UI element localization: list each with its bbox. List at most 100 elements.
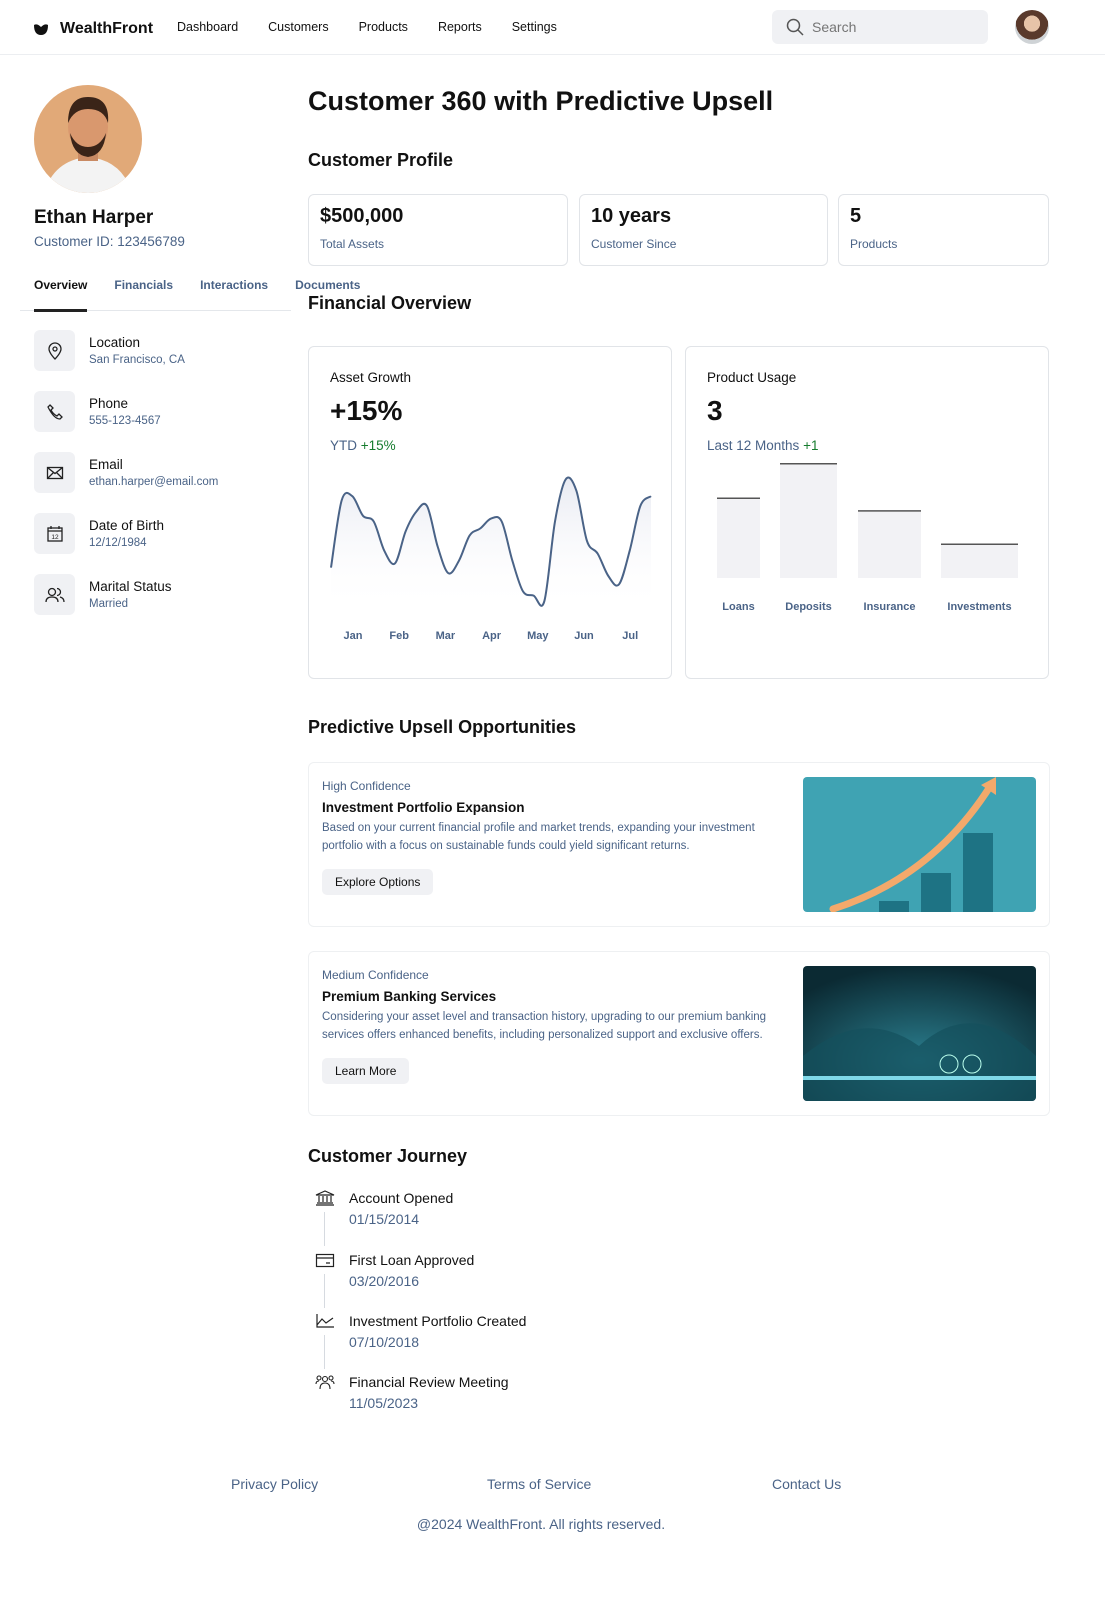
confidence-label: High Confidence	[322, 779, 411, 793]
timeline-line	[324, 1212, 325, 1246]
detail-value: 555-123-4567	[89, 415, 161, 427]
product-usage-sub: Last 12 Months +1	[707, 438, 818, 453]
search-icon	[786, 18, 804, 36]
mail-icon	[46, 466, 63, 479]
bar	[941, 543, 1018, 578]
detail-value: San Francisco, CA	[89, 354, 185, 366]
series-line	[330, 476, 652, 607]
upsell-description: Considering your asset level and transac…	[322, 1011, 767, 1041]
contact-us-link[interactable]: Contact Us	[772, 1476, 842, 1492]
tab-financials[interactable]: Financials	[114, 278, 174, 292]
tab-interactions[interactable]: Interactions	[200, 278, 269, 292]
detail-value: 12/12/1984	[89, 537, 147, 549]
page-title: Customer 360 with Predictive Upsell	[308, 86, 774, 116]
card-title: Product Usage	[707, 370, 797, 385]
nav-dashboard[interactable]: Dashboard	[177, 20, 239, 34]
sub-change: +1	[803, 438, 819, 453]
explore-options-button[interactable]: Explore Options	[322, 869, 434, 895]
top-nav: WealthFront Dashboard Customers Products…	[0, 0, 1105, 55]
category-label: Loans	[722, 601, 754, 613]
detail-label: Date of Birth	[89, 518, 165, 533]
customer-tabs: Overview Financials Interactions Documen…	[20, 278, 360, 312]
journey-title: First Loan Approved	[349, 1252, 475, 1268]
x-tick-label: Apr	[482, 630, 502, 642]
detail-label: Phone	[89, 396, 129, 411]
asset-growth-sub: YTD +15%	[330, 438, 396, 453]
upsell-card: Medium Confidence Premium Banking Servic…	[308, 951, 1050, 1116]
tab-documents[interactable]: Documents	[295, 278, 361, 292]
detail-value: ethan.harper@email.com	[89, 476, 219, 488]
product-usage-card: Product Usage 3 Last 12 Months +1 Loans D…	[685, 346, 1049, 679]
journey-heading: Customer Journey	[308, 1146, 468, 1166]
customer-avatar	[34, 85, 142, 193]
asset-growth-chart: Jan Feb Mar Apr May Jun Jul	[330, 476, 652, 642]
asset-growth-card: Asset Growth +15% YTD +15% Jan Feb Mar Apr M…	[308, 346, 672, 679]
x-tick-label: Jul	[622, 630, 638, 642]
timeline-line	[324, 1274, 325, 1308]
copyright: @2024 WealthFront. All rights reserved.	[416, 1516, 666, 1532]
bar-top	[858, 510, 921, 512]
stat-products: 5 Products	[838, 194, 1049, 266]
bar-top	[717, 497, 760, 499]
product-usage-value: 3	[707, 395, 723, 426]
user-avatar[interactable]	[1015, 10, 1049, 44]
x-tick-label: Jun	[574, 630, 594, 642]
map-pin-icon	[47, 341, 62, 360]
learn-more-button[interactable]: Learn More	[322, 1058, 410, 1084]
stat-value: 10 years	[591, 205, 672, 227]
category-label: Deposits	[785, 601, 831, 613]
customer-id: Customer ID: 123456789	[34, 234, 185, 249]
x-tick-label: May	[527, 630, 549, 642]
overview-heading: Financial Overview	[308, 293, 472, 313]
nav-reports[interactable]: Reports	[437, 20, 482, 34]
search-input[interactable]	[812, 19, 972, 35]
detail-value: Married	[89, 598, 128, 610]
detail-label: Location	[89, 335, 141, 350]
terms-of-service-link[interactable]: Terms of Service	[487, 1476, 592, 1492]
bank-icon	[315, 1190, 335, 1206]
nav-customers[interactable]: Customers	[268, 20, 329, 34]
tab-overview[interactable]: Overview	[34, 278, 88, 312]
bar	[858, 510, 921, 578]
stat-customer-since: 10 years Customer Since	[579, 194, 828, 266]
detail-location: Location San Francisco, CA	[34, 330, 185, 371]
x-tick-label: Mar	[436, 630, 456, 642]
nav-settings[interactable]: Settings	[511, 20, 557, 34]
bar	[717, 497, 760, 578]
users-icon	[315, 1375, 335, 1390]
journey-item: Financial Review Meeting 11/05/2023	[315, 1374, 509, 1411]
detail-phone: Phone 555-123-4567	[34, 391, 161, 432]
stat-value: 5	[850, 205, 862, 227]
upsell-description: Based on your current financial profile …	[322, 822, 755, 852]
phone-icon	[46, 403, 63, 420]
nav-links: Dashboard Customers Products Reports Set…	[177, 20, 557, 34]
nav-products[interactable]: Products	[358, 20, 408, 34]
journey-date: 01/15/2014	[349, 1211, 420, 1227]
detail-marital-status: Marital Status Married	[34, 574, 172, 615]
journey-title: Account Opened	[349, 1190, 454, 1206]
upsell-heading: Predictive Upsell Opportunities	[308, 717, 577, 737]
stat-label: Customer Since	[591, 237, 677, 251]
area-fill	[331, 477, 651, 611]
journey-title: Investment Portfolio Created	[349, 1313, 527, 1329]
app-name: WealthFront	[60, 20, 154, 37]
search-box[interactable]	[772, 10, 988, 44]
asset-growth-value: +15%	[330, 395, 403, 426]
customer-name: Ethan Harper	[34, 207, 154, 228]
journey-item: Account Opened 01/15/2014	[315, 1190, 453, 1227]
detail-email: Email ethan.harper@email.com	[34, 452, 218, 493]
premium-banking-image	[803, 966, 1036, 1101]
journey-date: 07/10/2018	[349, 1334, 420, 1350]
upsell-body: High Confidence Investment Portfolio Exp…	[322, 779, 772, 895]
detail-dob: 12 Date of Birth 12/12/1984	[34, 513, 164, 554]
logo[interactable]: WealthFront	[34, 20, 153, 38]
journey-item: Investment Portfolio Created 07/10/2018	[315, 1313, 526, 1350]
bar	[780, 463, 837, 578]
calendar-icon: 12	[46, 525, 63, 542]
stat-label: Total Assets	[320, 237, 385, 251]
timeline-line	[324, 1335, 325, 1369]
detail-label: Email	[89, 457, 123, 472]
stat-label: Products	[850, 237, 898, 251]
privacy-policy-link[interactable]: Privacy Policy	[231, 1476, 319, 1492]
stat-value: $500,000	[320, 205, 404, 227]
